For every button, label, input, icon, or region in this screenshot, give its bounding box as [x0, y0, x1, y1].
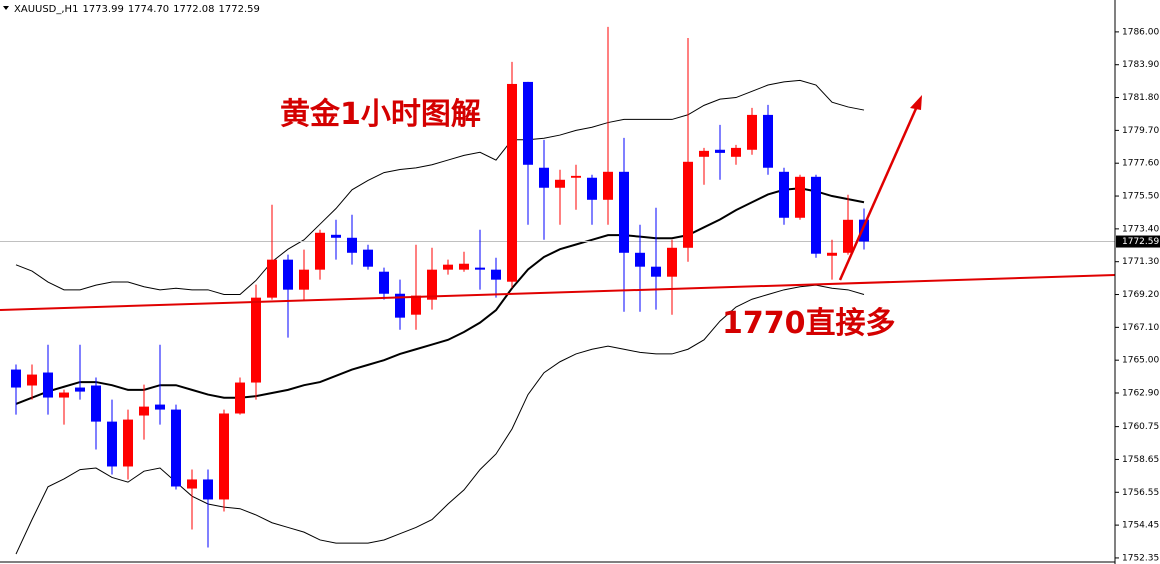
close-label: 1772.59: [219, 4, 260, 15]
candle-body: [395, 293, 405, 318]
candle-body: [811, 176, 821, 254]
y-tick-label: 1779.70: [1122, 126, 1159, 136]
y-tick-label: 1781.80: [1122, 93, 1159, 103]
price-label: 1772.59: [1122, 237, 1159, 247]
y-tick-label: 1773.40: [1122, 224, 1159, 234]
bollinger-band: [15, 284, 865, 555]
arrow-shaft: [838, 103, 920, 281]
y-tick-label: 1769.20: [1122, 290, 1159, 300]
candle-body: [219, 413, 229, 500]
candle-body: [283, 259, 293, 290]
high-label: 1774.70: [128, 4, 169, 15]
candle-body: [571, 175, 581, 178]
candle-body: [379, 271, 389, 294]
y-tick-label: 1767.10: [1122, 323, 1159, 333]
candle-body: [27, 374, 37, 386]
y-tick-label: 1786.00: [1122, 27, 1159, 37]
candle-body: [203, 479, 213, 500]
arrow-head: [910, 95, 922, 110]
candle-body: [411, 295, 421, 315]
candle-body: [731, 147, 741, 157]
symbol: XAUUSD_,H1: [14, 4, 78, 15]
annotation: 黄金1小时图解: [280, 97, 481, 132]
candle-body: [859, 219, 869, 242]
candle-body: [699, 150, 709, 157]
annotation: 1770直接多: [722, 306, 896, 341]
candle-body: [555, 179, 565, 188]
candle-body: [491, 269, 501, 280]
candle-body: [331, 234, 341, 238]
low-label: 1772.08: [173, 4, 214, 15]
candle-body: [795, 176, 805, 218]
candle-body: [715, 149, 725, 153]
candle-body: [523, 81, 533, 165]
candle-body: [779, 171, 789, 218]
candle-body: [635, 252, 645, 267]
candle-body: [123, 419, 133, 467]
candle-body: [299, 269, 309, 290]
y-tick-label: 1752.35: [1122, 553, 1159, 563]
candle-body: [427, 269, 437, 300]
y-tick-label: 1771.30: [1122, 257, 1159, 267]
candle-body: [43, 372, 53, 398]
candle-body: [155, 404, 165, 410]
candle-body: [587, 177, 597, 200]
y-tick-label: 1783.90: [1122, 60, 1159, 70]
candle-body: [619, 171, 629, 253]
candle-body: [651, 266, 661, 277]
y-tick-label: 1760.75: [1122, 422, 1159, 432]
candle-body: [843, 219, 853, 253]
candle-body: [539, 167, 549, 188]
candle-body: [347, 237, 357, 253]
candle-body: [107, 421, 117, 467]
candle-body: [683, 161, 693, 248]
y-tick-label: 1754.45: [1122, 521, 1159, 531]
y-tick-label: 1762.90: [1122, 389, 1159, 399]
support-line: [0, 274, 1116, 311]
plot-area: [0, 26, 1115, 555]
candle-body: [507, 83, 517, 282]
candle-body: [267, 259, 277, 298]
y-tick-label: 1765.00: [1122, 356, 1159, 366]
candle-body: [827, 252, 837, 256]
candle-body: [187, 479, 197, 489]
menu-icon[interactable]: [3, 6, 9, 10]
y-tick-label: 1756.55: [1122, 488, 1159, 498]
candle-body: [475, 267, 485, 270]
candle-body: [235, 382, 245, 414]
candle-body: [91, 385, 101, 422]
price-label-box: [1116, 235, 1160, 248]
bollinger-band: [15, 79, 865, 296]
y-tick-label: 1758.65: [1122, 455, 1159, 465]
candle-body: [603, 171, 613, 200]
candle-body: [459, 263, 469, 270]
candle-body: [171, 409, 181, 487]
candle-body: [315, 232, 325, 270]
candle-body: [667, 247, 677, 277]
moving-average: [15, 187, 865, 405]
y-tick-label: 1777.60: [1122, 159, 1159, 169]
candle-body: [443, 264, 453, 270]
y-tick-label: 1775.50: [1122, 192, 1159, 202]
candle-body: [747, 114, 757, 150]
candle-body: [363, 249, 373, 267]
open-label: 1773.99: [82, 4, 123, 15]
candle-body: [59, 392, 69, 398]
candle-body: [139, 406, 149, 416]
header: XAUUSD_,H1 1773.99 1774.70 1772.08 1772.59: [14, 4, 260, 15]
candle-body: [11, 369, 21, 388]
candle-body: [763, 114, 773, 168]
candle-body: [75, 387, 85, 392]
candle-body: [251, 297, 261, 383]
